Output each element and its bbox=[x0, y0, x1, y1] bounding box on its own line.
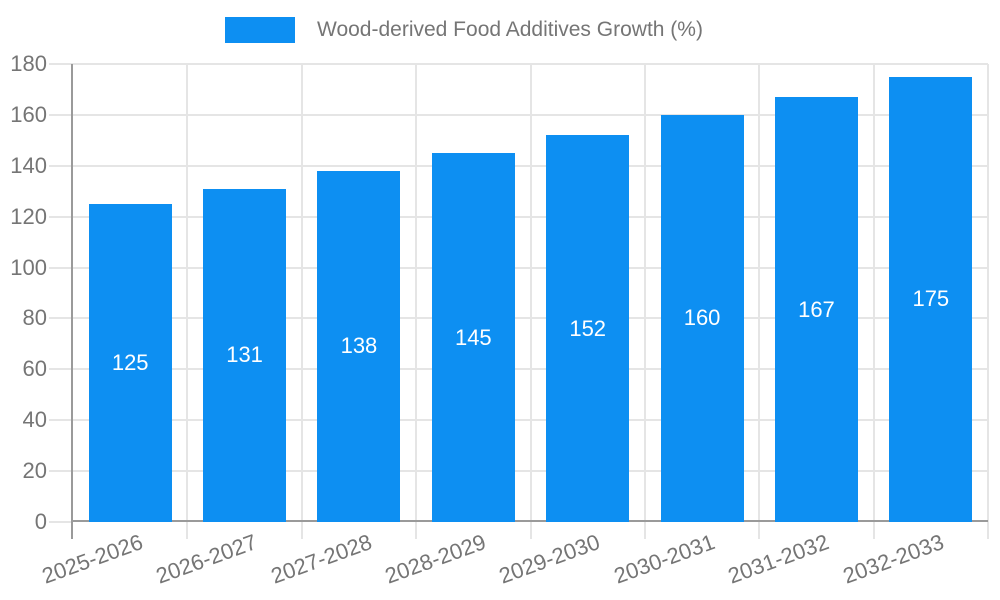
y-tick bbox=[49, 521, 73, 523]
bar-value-label: 160 bbox=[683, 305, 721, 331]
gridline-v bbox=[758, 64, 761, 539]
bar-value-label: 125 bbox=[111, 349, 149, 375]
y-tick bbox=[49, 317, 73, 320]
legend-label: Wood-derived Food Additives Growth (%) bbox=[317, 18, 703, 41]
y-axis-label: 120 bbox=[10, 203, 47, 229]
x-axis-label: 2030-2031 bbox=[610, 529, 718, 589]
y-axis-label: 0 bbox=[34, 509, 47, 534]
y-axis-label: 160 bbox=[10, 101, 47, 127]
bar: 175 bbox=[889, 76, 973, 522]
bar: 131 bbox=[203, 188, 287, 522]
gridline-v bbox=[643, 64, 646, 539]
bar-value-label: 131 bbox=[226, 342, 263, 368]
y-axis-label: 40 bbox=[22, 407, 47, 433]
bar: 160 bbox=[660, 114, 744, 522]
y-axis-line bbox=[71, 64, 73, 539]
bar-value-label: 138 bbox=[340, 333, 378, 359]
bar: 152 bbox=[546, 135, 630, 522]
y-tick bbox=[49, 215, 73, 218]
y-tick bbox=[49, 113, 73, 116]
gridline-v bbox=[987, 64, 989, 539]
y-axis-label: 20 bbox=[22, 458, 47, 484]
y-tick bbox=[49, 368, 73, 371]
bar-value-label: 145 bbox=[454, 324, 492, 350]
x-axis-label: 2032-2033 bbox=[839, 529, 947, 589]
y-tick bbox=[49, 63, 73, 65]
gridline-v bbox=[300, 64, 303, 539]
legend-swatch bbox=[225, 17, 295, 43]
x-axis-label: 2025-2026 bbox=[38, 529, 147, 589]
chart-legend[interactable]: Wood-derived Food Additives Growth (%) bbox=[225, 17, 703, 43]
x-axis-label: 2026-2027 bbox=[153, 529, 261, 589]
gridline-v bbox=[529, 64, 532, 539]
gridline-v bbox=[415, 64, 418, 539]
y-axis-label: 180 bbox=[10, 51, 47, 76]
x-axis-label: 2031-2032 bbox=[724, 529, 833, 589]
bar: 138 bbox=[317, 170, 401, 522]
bar: 167 bbox=[774, 97, 858, 522]
x-axis-label: 2027-2028 bbox=[267, 529, 375, 589]
bar: 145 bbox=[431, 153, 515, 522]
bar: 125 bbox=[88, 203, 172, 522]
gridline-v bbox=[186, 64, 189, 539]
y-axis-label: 80 bbox=[22, 305, 47, 331]
y-axis-label: 140 bbox=[10, 152, 47, 178]
y-tick bbox=[49, 419, 73, 422]
x-axis-line bbox=[71, 520, 988, 522]
bar-value-label: 152 bbox=[569, 315, 607, 341]
y-tick bbox=[49, 266, 73, 269]
x-axis-label: 2029-2030 bbox=[496, 529, 604, 589]
y-axis-label: 60 bbox=[22, 356, 47, 382]
bar-value-label: 167 bbox=[798, 296, 835, 322]
bar-value-label: 175 bbox=[912, 286, 950, 312]
y-axis-label: 100 bbox=[10, 254, 47, 280]
y-tick bbox=[49, 470, 73, 473]
gridline-v bbox=[872, 64, 875, 539]
plot-area: 0 20 40 60 80 100 120 140 160 180 125 131 138 145 152 1… bbox=[10, 53, 989, 589]
y-tick bbox=[49, 164, 73, 167]
x-axis-label: 2028-2029 bbox=[381, 529, 490, 589]
